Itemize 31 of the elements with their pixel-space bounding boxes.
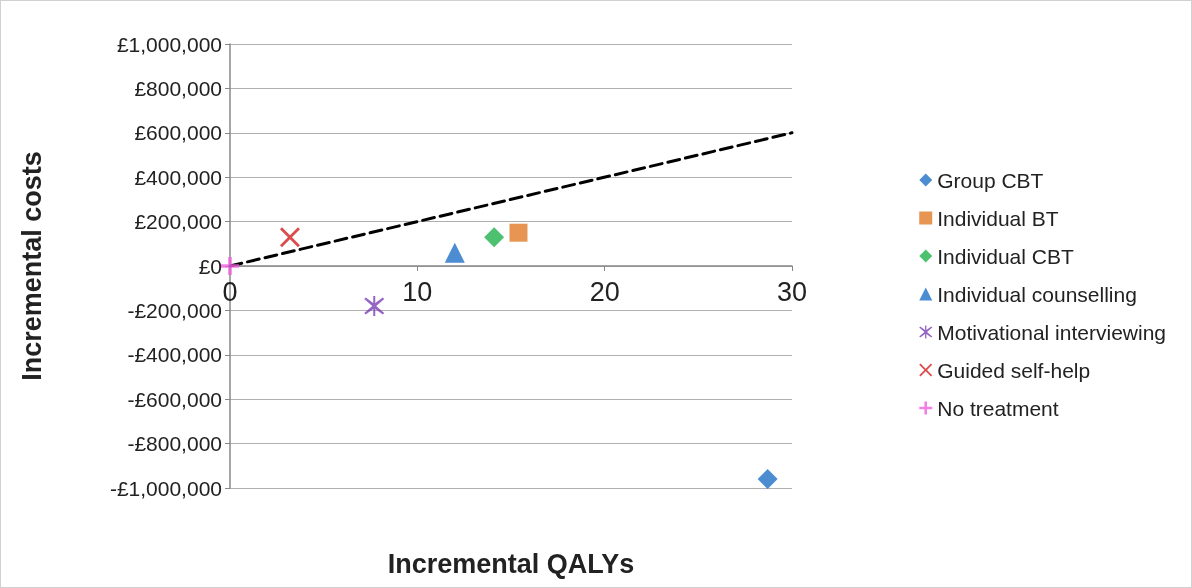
- point: [484, 227, 505, 248]
- y-tick-label: £400,000: [134, 165, 222, 189]
- y-tick-label: £200,000: [134, 210, 222, 234]
- y-axis-title: Incremental costs: [16, 151, 47, 381]
- point: [279, 227, 300, 248]
- point: [221, 257, 239, 275]
- x-tick-label: 20: [589, 276, 620, 307]
- legend-label: Guided self-help: [937, 358, 1091, 382]
- y-tick-label: -£1,000,000: [109, 476, 222, 500]
- point: [364, 295, 385, 316]
- y-tick-label: -£600,000: [127, 387, 222, 411]
- legend-label: Individual CBT: [937, 244, 1074, 268]
- x-tick-label: 0: [222, 276, 238, 307]
- legend-label: Group CBT: [937, 168, 1044, 192]
- point: [509, 223, 528, 242]
- point: [757, 469, 778, 490]
- y-tick-label: £800,000: [134, 76, 222, 100]
- legend-label: Individual BT: [937, 206, 1059, 230]
- legend-label: No treatment: [937, 396, 1059, 420]
- x-tick-label: 30: [776, 276, 808, 307]
- x-tick-label: 10: [402, 276, 433, 307]
- y-tick-label: £1,000,000: [116, 32, 222, 56]
- y-tick-label: -£200,000: [127, 298, 222, 322]
- y-tick-label: -£800,000: [127, 432, 222, 456]
- y-tick-label: -£400,000: [127, 343, 222, 367]
- point: [444, 242, 465, 263]
- y-tick-label: £0: [198, 254, 222, 278]
- x-axis-title: Incremental QALYs: [387, 548, 635, 579]
- legend-label: Motivational interviewing: [937, 320, 1167, 344]
- legend-label: Individual counselling: [937, 282, 1137, 306]
- y-tick-label: £600,000: [134, 121, 222, 145]
